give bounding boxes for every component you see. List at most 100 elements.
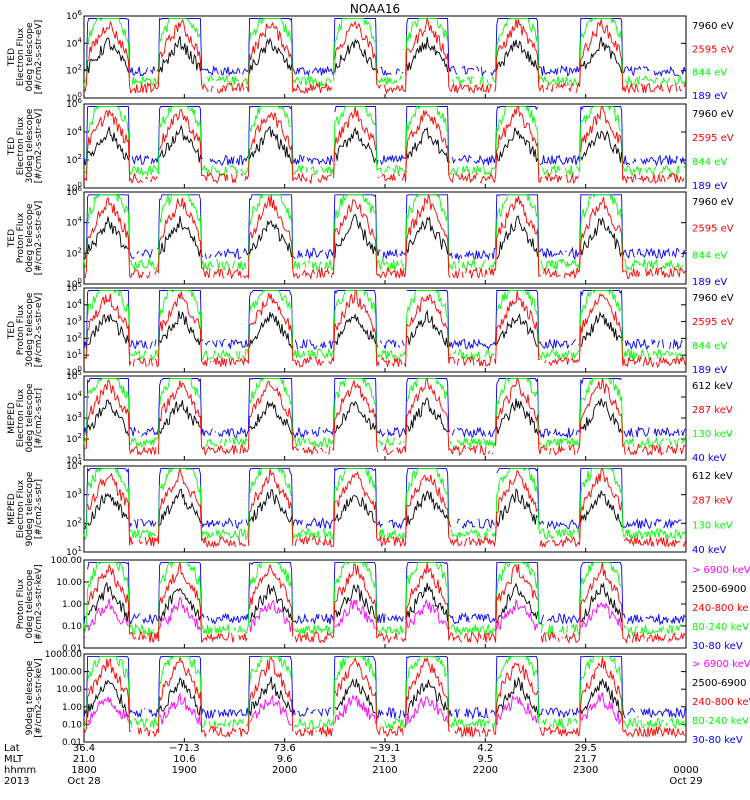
x-tick-label: 2100 bbox=[372, 765, 397, 776]
x-row-label-lat: Lat bbox=[4, 743, 20, 754]
series--6900-kev bbox=[87, 596, 623, 633]
x-tick-label: Oct 28 bbox=[67, 776, 100, 787]
legend-130-kev: 130 keV bbox=[692, 520, 733, 531]
figure-title: NOAA16 bbox=[350, 2, 400, 16]
ylabel-line: Proton Flux bbox=[16, 304, 26, 355]
ylabel-line: 90deg telescope bbox=[25, 471, 35, 546]
ylabel-line: 30deg telescope bbox=[25, 292, 35, 367]
legend-240-800-kev: 240-800 keV bbox=[692, 697, 750, 708]
panel-6: MEPED Electron Flux 90deg telescope [#/cm2-… bbox=[7, 459, 733, 558]
panel-frame bbox=[83, 103, 687, 189]
ylabel-line: Proton Flux bbox=[16, 212, 26, 263]
y-tick-label: 102 bbox=[66, 64, 82, 77]
ylabel-line: Electron Flux bbox=[16, 27, 26, 86]
ylabel-line: [#/cm2-s-str-keV] bbox=[34, 658, 44, 737]
y-tick-label: 102 bbox=[66, 153, 82, 166]
series-30-80-kev bbox=[83, 561, 686, 626]
legend-40-kev: 40 keV bbox=[692, 545, 726, 556]
series-287-kev bbox=[83, 377, 686, 457]
y-tick-label: 0.01 bbox=[62, 644, 82, 654]
x-tick-label: 2300 bbox=[573, 765, 598, 776]
y-tick-label: 0.10 bbox=[62, 622, 82, 632]
y-tick-label: 101 bbox=[66, 348, 82, 361]
legend-30-80-kev: 30-80 keV bbox=[692, 735, 743, 746]
y-tick-label: 0.10 bbox=[62, 720, 82, 730]
series-2500-6900 bbox=[87, 676, 623, 718]
legend-844-ev: 844 eV bbox=[692, 341, 727, 352]
ylabel-line: [#/cm2-s-str-eV] bbox=[34, 201, 44, 276]
ylabel-line: 90deg telescope bbox=[25, 660, 35, 735]
panel-3: TED Proton Flux 0deg telescope [#/cm2-s-str… bbox=[7, 185, 734, 290]
y-tick-label: 104 bbox=[66, 390, 82, 403]
legend-7960-ev: 7960 eV bbox=[692, 293, 734, 304]
ylabel-line: TED bbox=[7, 321, 17, 340]
legend-240-800-ke: 240-800 ke bbox=[692, 603, 749, 614]
panel-8: 90deg telescope [#/cm2-s-str-keV] 0.01 0.10… bbox=[25, 650, 750, 748]
series-80-240-kev bbox=[83, 655, 686, 731]
ylabel-line: 0deg telescope bbox=[25, 383, 35, 453]
y-tick-label: 103 bbox=[66, 411, 82, 424]
ylabel-line: 0deg telescope bbox=[25, 569, 35, 639]
y-tick-label: 103 bbox=[66, 315, 82, 328]
series-287-kev bbox=[87, 467, 686, 549]
legend-2595-ev: 2595 eV bbox=[692, 317, 734, 328]
x-tick-label: 1800 bbox=[71, 765, 96, 776]
panel-frame bbox=[83, 559, 687, 649]
x-tick-label: −71.3 bbox=[169, 743, 200, 754]
legend-7960-ev: 7960 eV bbox=[692, 109, 734, 120]
legend-189-ev: 189 eV bbox=[692, 277, 727, 288]
legend-40-kev: 40 keV bbox=[692, 453, 726, 464]
legend-80-240-kev: 80-240 keV bbox=[692, 622, 749, 633]
panel-5: MEPED Electron Flux 0deg telescope [#/cm2-s… bbox=[7, 369, 733, 466]
legend-612-kev: 612 keV bbox=[692, 471, 733, 482]
legend--6900-kev: > 6900 keV bbox=[692, 565, 750, 576]
series-2595-ev bbox=[83, 193, 686, 281]
y-tick-label: 102 bbox=[66, 246, 82, 259]
series-7960-ev bbox=[87, 35, 623, 74]
series-40-kev bbox=[83, 377, 686, 439]
y-tick-label: 1.00 bbox=[62, 600, 82, 610]
series-7960-ev bbox=[87, 213, 623, 260]
ylabel-line: 30deg telescope bbox=[25, 108, 35, 183]
series-2595-ev bbox=[83, 16, 686, 95]
ylabel-line: [#/cm2-s-str] bbox=[34, 479, 44, 539]
x-row-label-2013: 2013 bbox=[4, 776, 29, 787]
series-844-ev bbox=[84, 195, 685, 270]
y-tick-label: 104 bbox=[66, 36, 82, 49]
series--6900-kev bbox=[87, 692, 623, 726]
ylabel-line: [#/cm2-s-str-eV] bbox=[34, 109, 44, 184]
x-tick-label: 2000 bbox=[272, 765, 297, 776]
legend-844-ev: 844 eV bbox=[692, 157, 727, 168]
x-tick-label: 36.4 bbox=[73, 743, 95, 754]
series-40-kev bbox=[84, 469, 685, 529]
ylabel-line: [#/cm2-s-str-eV] bbox=[34, 293, 44, 368]
y-tick-label: 10.00 bbox=[56, 578, 82, 588]
legend-287-kev: 287 keV bbox=[692, 405, 733, 416]
series-2500-6900 bbox=[87, 581, 623, 624]
legend-2500-6900: 2500-6900 bbox=[692, 584, 747, 595]
x-tick-label: 1900 bbox=[172, 765, 197, 776]
x-row-label-hhmm: hhmm bbox=[4, 765, 36, 776]
panel-1: TED Electron Flux 0deg telescope [#/cm2-s-s… bbox=[7, 9, 734, 104]
legend-80-240-kev: 80-240 keV bbox=[692, 716, 749, 727]
series-2595-ev bbox=[83, 289, 686, 369]
panel-frame bbox=[83, 191, 687, 285]
ylabel-line: TED bbox=[7, 137, 17, 156]
x-tick-label: 10.6 bbox=[173, 754, 195, 765]
x-tick-label: 21.0 bbox=[73, 754, 95, 765]
series-189-ev bbox=[83, 17, 686, 78]
x-row-label-mlt: MLT bbox=[4, 754, 24, 765]
x-tick-label: 29.5 bbox=[575, 743, 597, 754]
series-612-kev bbox=[87, 397, 623, 436]
y-tick-label: 10.00 bbox=[56, 685, 82, 695]
legend-130-kev: 130 keV bbox=[692, 429, 733, 440]
y-tick-label: 104 bbox=[66, 125, 82, 138]
panel-frame bbox=[83, 15, 687, 99]
y-tick-label: 102 bbox=[66, 331, 82, 344]
y-tick-label: 104 bbox=[66, 216, 82, 229]
series-7960-ev bbox=[87, 124, 623, 165]
y-tick-label: 103 bbox=[66, 488, 82, 501]
legend-189-ev: 189 eV bbox=[692, 181, 727, 192]
